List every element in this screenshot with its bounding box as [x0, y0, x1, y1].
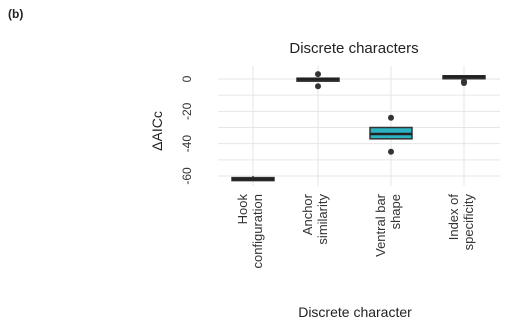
x-category-label: Ventral barshape	[373, 193, 403, 257]
y-axis-title: ΔAICc	[149, 111, 165, 151]
y-tick-label: -60	[180, 167, 194, 185]
y-tick-label: -20	[180, 102, 194, 120]
box-1	[231, 176, 275, 182]
x-category-label: Anchorsimilarity	[300, 193, 330, 244]
outlier-point	[388, 148, 394, 155]
x-category-label: Hookconfiguration	[235, 194, 265, 269]
x-category-label: Index ofspecificity	[446, 194, 476, 251]
box-layer	[231, 71, 486, 182]
box-2	[296, 71, 340, 90]
y-tick-label: -40	[180, 135, 194, 153]
x-axis-title: Discrete character	[298, 304, 412, 320]
outlier-point	[388, 114, 394, 121]
y-tick-label: 0	[180, 75, 194, 82]
outlier-point	[461, 80, 467, 87]
y-tick-labels: 0 -20 -40 -60	[180, 75, 194, 184]
box-4	[442, 75, 486, 87]
outlier-point	[315, 71, 321, 78]
chart-title: Discrete characters	[289, 40, 418, 57]
outlier-point	[315, 83, 321, 90]
box-3	[369, 114, 413, 155]
category-labels: Hookconfiguration Anchorsimilarity Ventral…	[235, 193, 476, 268]
panel-label: (b)	[8, 7, 24, 21]
grid-layer	[218, 66, 500, 186]
